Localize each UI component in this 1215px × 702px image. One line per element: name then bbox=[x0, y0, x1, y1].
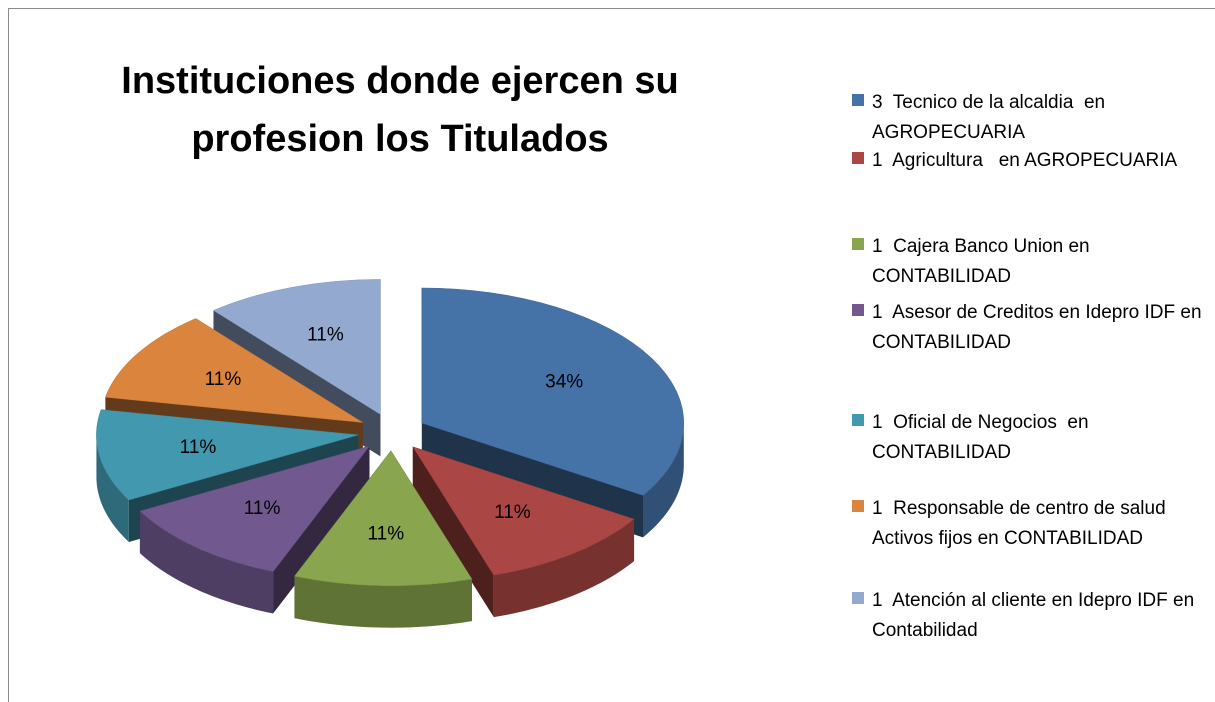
data-label: 11% bbox=[205, 369, 242, 390]
slice bbox=[139, 445, 371, 614]
data-label: 11% bbox=[244, 498, 281, 519]
legend-swatch bbox=[852, 304, 864, 316]
legend-swatch bbox=[852, 414, 864, 426]
slice-side bbox=[643, 422, 684, 538]
data-label: 11% bbox=[180, 437, 217, 458]
legend-label: 1 Agricultura en AGROPECUARIA bbox=[872, 150, 1178, 171]
legend-swatch bbox=[852, 500, 864, 512]
slice-side bbox=[493, 519, 635, 618]
chart-frame bbox=[8, 8, 1215, 702]
data-label: 11% bbox=[307, 325, 344, 346]
slice-top bbox=[421, 287, 685, 496]
legend-label: 1 Responsable de centro de salud Activos… bbox=[872, 498, 1176, 549]
legend-label: 1 Oficial de Negocios en CONTABILIDAD bbox=[872, 412, 1094, 463]
legend-swatch bbox=[852, 592, 864, 604]
legend-item: 1 Oficial de Negocios en CONTABILIDAD bbox=[852, 408, 1212, 468]
slice bbox=[412, 446, 635, 618]
legend-item: 1 Atención al cliente en Idepro IDF en C… bbox=[852, 586, 1212, 646]
slice-top bbox=[105, 318, 363, 423]
slice-side bbox=[139, 511, 274, 614]
legend-item: 1 Responsable de centro de salud Activos… bbox=[852, 494, 1212, 554]
legend-swatch bbox=[852, 152, 864, 164]
slice-side bbox=[294, 576, 472, 628]
slice-top bbox=[212, 279, 381, 415]
slice-wall bbox=[412, 446, 494, 618]
slice-top bbox=[294, 450, 473, 586]
slice-top bbox=[96, 409, 359, 501]
slice-top bbox=[139, 445, 371, 572]
data-label: 11% bbox=[368, 523, 405, 544]
legend-item: 1 Asesor de Creditos en Idepro IDF en CO… bbox=[852, 298, 1212, 358]
legend-item: 3 Tecnico de la alcaldia en AGROPECUARIA bbox=[852, 88, 1212, 148]
legend-label: 1 Asesor de Creditos en Idepro IDF en CO… bbox=[872, 302, 1202, 353]
legend-item: 1 Cajera Banco Union en CONTABILIDAD bbox=[852, 232, 1212, 292]
legend-item: 1 Agricultura en AGROPECUARIA bbox=[852, 146, 1212, 176]
slice bbox=[294, 450, 473, 628]
slice-top bbox=[412, 446, 635, 576]
slice-side bbox=[96, 434, 129, 542]
data-label: 34% bbox=[545, 372, 583, 393]
legend-label: 1 Cajera Banco Union en CONTABILIDAD bbox=[872, 236, 1095, 287]
legend-label: 1 Atención al cliente en Idepro IDF en C… bbox=[872, 590, 1200, 641]
legend-swatch bbox=[852, 238, 864, 250]
legend-swatch bbox=[852, 94, 864, 106]
legend-label: 3 Tecnico de la alcaldia en AGROPECUARIA bbox=[872, 92, 1110, 143]
data-label: 11% bbox=[494, 502, 531, 523]
chart-title: Instituciones donde ejercen su profesion… bbox=[121, 60, 679, 160]
